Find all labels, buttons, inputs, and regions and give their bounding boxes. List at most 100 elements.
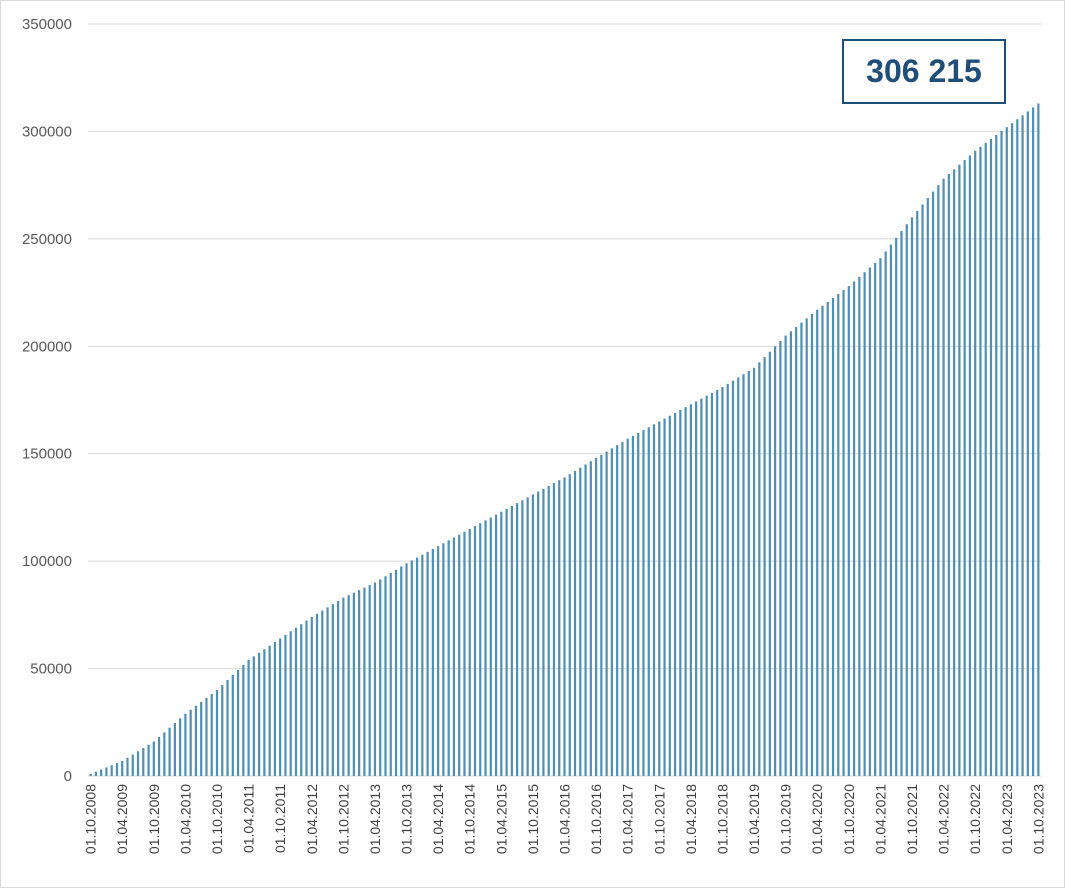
bar [805, 318, 808, 776]
bar [563, 477, 566, 776]
bar [795, 326, 798, 776]
bar [905, 224, 908, 776]
bar [94, 771, 97, 776]
bar [884, 251, 887, 776]
bar [889, 244, 893, 777]
bar [663, 418, 666, 776]
bar [705, 395, 708, 776]
bar [963, 160, 966, 776]
x-tick-label: 01.04.2023 [999, 784, 1015, 854]
bar [937, 185, 940, 776]
bar [179, 718, 182, 776]
bar-series [89, 103, 1040, 777]
bar [494, 514, 498, 776]
bar [984, 142, 987, 776]
bar [916, 210, 919, 776]
bar [437, 546, 440, 776]
bar [142, 748, 145, 776]
bar [226, 680, 229, 776]
bar [910, 217, 914, 776]
bar [526, 497, 529, 776]
bar [921, 204, 924, 777]
bar [168, 727, 171, 776]
bar [505, 508, 508, 776]
bar [405, 563, 408, 776]
bar [342, 597, 345, 776]
bar [642, 430, 645, 776]
bar [810, 314, 814, 776]
bar [284, 634, 287, 776]
bar [510, 506, 513, 776]
bar [600, 454, 603, 776]
bar [236, 670, 240, 776]
bar [589, 461, 592, 776]
x-tick-label: 01.10.2013 [399, 784, 415, 854]
x-tick-label: 01.10.2010 [209, 784, 225, 854]
bar [289, 631, 292, 776]
bar [384, 576, 387, 776]
bar [516, 503, 519, 776]
bar [900, 230, 903, 777]
bar [779, 340, 782, 776]
bar [542, 488, 545, 776]
bar [637, 432, 640, 776]
bar [989, 138, 993, 776]
x-tick-label: 01.10.2021 [904, 784, 920, 854]
bar [463, 531, 466, 776]
bar [784, 335, 787, 776]
bar [379, 579, 382, 776]
bar [110, 765, 113, 776]
bar [484, 520, 487, 776]
bar [537, 491, 540, 776]
bar [605, 451, 608, 776]
bar [252, 656, 255, 776]
bar [373, 582, 377, 776]
bar [1010, 123, 1014, 776]
bar [315, 613, 319, 776]
bar [958, 164, 961, 777]
bar [616, 445, 619, 776]
bar [631, 435, 635, 776]
x-tick-label: 01.10.2008 [83, 784, 99, 854]
bar [431, 548, 434, 776]
bar [621, 441, 624, 776]
bar [152, 741, 155, 776]
bar [452, 537, 456, 776]
bar [1037, 103, 1040, 776]
bar [131, 754, 134, 776]
x-tick-label: 01.10.2023 [1030, 784, 1046, 854]
bar [336, 600, 340, 776]
bar [210, 694, 213, 776]
bar [695, 401, 698, 776]
bar [221, 685, 224, 776]
bar [737, 377, 740, 776]
bar [594, 458, 598, 776]
x-tick-label: 01.10.2022 [967, 784, 983, 854]
bar [895, 237, 898, 776]
bar [1032, 107, 1035, 776]
bar [326, 607, 329, 776]
bar [731, 380, 735, 776]
bar [610, 448, 613, 776]
bar [1021, 115, 1024, 776]
bar [458, 534, 461, 776]
x-tick-label: 01.10.2011 [272, 784, 288, 853]
bar [421, 554, 424, 776]
bar [831, 297, 835, 776]
bar [521, 500, 524, 776]
bar [184, 713, 187, 776]
y-tick-label: 200000 [22, 338, 72, 355]
x-tick-label: 01.04.2019 [746, 784, 762, 854]
bar [1016, 119, 1019, 776]
x-tick-label: 01.10.2020 [841, 784, 857, 854]
bar [321, 610, 324, 776]
bar [652, 424, 656, 776]
bar [400, 566, 403, 776]
bar [279, 638, 282, 776]
x-tick-label: 01.04.2013 [367, 784, 383, 854]
total-callout-value: 306 215 [866, 53, 982, 89]
x-axis: 01.10.2008 01.04.2009 01.10.2009 01.04.2010… [83, 784, 1047, 854]
y-tick-label: 100000 [22, 553, 72, 570]
bar [752, 367, 756, 776]
